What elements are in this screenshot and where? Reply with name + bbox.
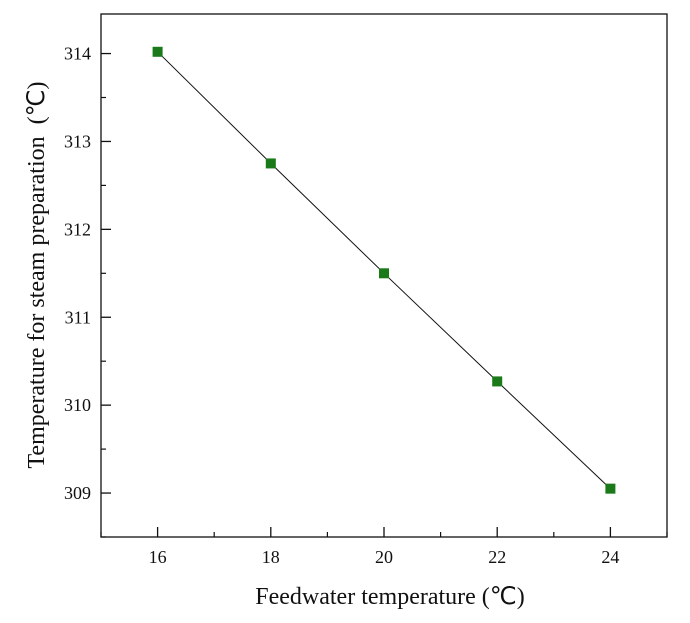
data-point [152, 46, 163, 57]
y-tick-label: 311 [65, 307, 91, 327]
y-tick-label: 314 [64, 44, 91, 64]
y-axis-title: Temperature for steam preparation (℃) [24, 81, 50, 468]
y-axis: 309 310 311 312 313 314 [64, 44, 111, 538]
x-tick-label: 22 [488, 547, 506, 567]
y-tick-label: 313 [64, 131, 91, 151]
y-tick-label: 312 [64, 219, 91, 239]
series-layer [152, 46, 616, 494]
data-point [265, 158, 276, 169]
data-point [379, 268, 389, 279]
x-tick-label: 18 [262, 547, 280, 567]
x-axis: 16 18 20 22 24 [100, 527, 668, 567]
data-point [492, 376, 503, 387]
data-point [605, 483, 616, 494]
x-tick-label: 16 [149, 547, 167, 567]
y-tick-label: 309 [64, 483, 91, 503]
x-tick-label: 24 [601, 547, 619, 567]
x-axis-title: Feedwater temperature (℃) [255, 584, 524, 610]
x-tick-label: 20 [375, 547, 393, 567]
y-tick-label: 310 [64, 395, 91, 415]
